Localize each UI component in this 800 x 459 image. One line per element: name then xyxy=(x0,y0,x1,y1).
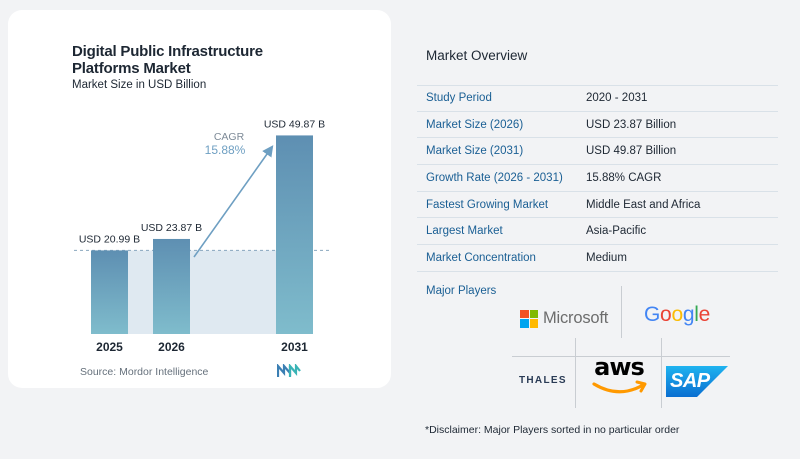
overview-row: Market Concentration Medium xyxy=(417,245,778,272)
overview-value: USD 23.87 Billion xyxy=(586,118,677,131)
google-letter: o xyxy=(660,303,672,326)
ms-square xyxy=(529,309,538,318)
overview-row: Market Size (2031) USD 49.87 Billion xyxy=(417,138,778,166)
data-label-2031: USD 49.87 B xyxy=(264,118,325,130)
overview-label: Growth Rate (2026 - 2031) xyxy=(426,171,563,184)
cagr-value: 15.88% xyxy=(205,143,246,157)
bar-2026 xyxy=(153,238,190,334)
players-divider xyxy=(512,356,730,357)
overview-row: Fastest Growing Market Middle East and Af… xyxy=(417,192,778,219)
google-letter: l xyxy=(694,303,699,326)
overview-value: USD 49.87 Billion xyxy=(586,145,677,158)
chart-title: Digital Public Infrastructure Platforms … xyxy=(72,43,263,77)
major-players-title: Major Players xyxy=(426,285,497,297)
sap-wordmark: SAP xyxy=(670,370,710,392)
overview-row: Growth Rate (2026 - 2031) 15.88% CAGR xyxy=(417,165,778,192)
overview-row: Market Size (2026) USD 23.87 Billion xyxy=(417,112,778,139)
overview-label: Market Size (2026) xyxy=(426,118,524,131)
microsoft-wordmark: Microsoft xyxy=(543,309,609,327)
data-label-2026: USD 23.87 B xyxy=(141,222,202,234)
overview-label: Study Period xyxy=(426,92,492,105)
google-letter: e xyxy=(698,303,711,326)
thales-logo: THALES xyxy=(519,375,567,386)
overview-table: Study Period 2020 - 2031 Market Size (202… xyxy=(417,85,778,272)
players-divider xyxy=(621,286,622,338)
overview-row: Study Period 2020 - 2031 xyxy=(417,85,778,112)
mordor-logo-icon xyxy=(277,364,301,377)
google-logo: Google xyxy=(644,303,710,327)
bar-2025 xyxy=(91,250,128,334)
ms-square xyxy=(520,319,529,328)
overview-value: Middle East and Africa xyxy=(586,198,701,211)
overview-label: Market Concentration xyxy=(426,251,536,264)
aws-logo: aws xyxy=(592,353,647,394)
cagr-arrow xyxy=(193,145,274,258)
google-letter: o xyxy=(671,303,683,326)
overview-label: Fastest Growing Market xyxy=(426,198,549,211)
overview-value: Asia-Pacific xyxy=(586,225,647,238)
bar-2031 xyxy=(276,135,313,334)
google-letter: g xyxy=(682,303,695,326)
ms-square xyxy=(529,319,538,328)
google-letter: G xyxy=(644,303,661,326)
players-divider xyxy=(661,338,662,408)
overview-title: Market Overview xyxy=(426,48,528,63)
overview-label: Largest Market xyxy=(426,225,503,238)
overview-value: 15.88% CAGR xyxy=(586,171,662,184)
overview-value: Medium xyxy=(586,251,627,264)
aws-wordmark: aws xyxy=(594,353,644,381)
x-tick-2026: 2026 xyxy=(158,340,185,354)
bar-chart: USD 20.99 B 2025 USD 23.87 B 2026 USD 49.87 … xyxy=(74,118,332,354)
data-label-2025: USD 20.99 B xyxy=(79,233,140,245)
players-divider xyxy=(575,338,576,408)
cagr-label: CAGR xyxy=(214,131,245,143)
disclaimer: *Disclaimer: Major Players sorted in no … xyxy=(425,424,680,436)
overview-row: Largest Market Asia-Pacific xyxy=(417,218,778,246)
x-tick-2025: 2025 xyxy=(96,340,123,354)
source-note: Source: Mordor Intelligence xyxy=(80,366,209,378)
overview-label: Market Size (2031) xyxy=(426,145,524,158)
chart-subtitle: Market Size in USD Billion xyxy=(72,79,207,91)
sap-logo: SAP xyxy=(666,366,728,397)
ms-square xyxy=(520,309,529,318)
microsoft-windows-icon xyxy=(520,309,538,328)
x-tick-2031: 2031 xyxy=(281,340,308,354)
overview-value: 2020 - 2031 xyxy=(586,92,648,105)
microsoft-logo: Microsoft xyxy=(520,309,608,328)
